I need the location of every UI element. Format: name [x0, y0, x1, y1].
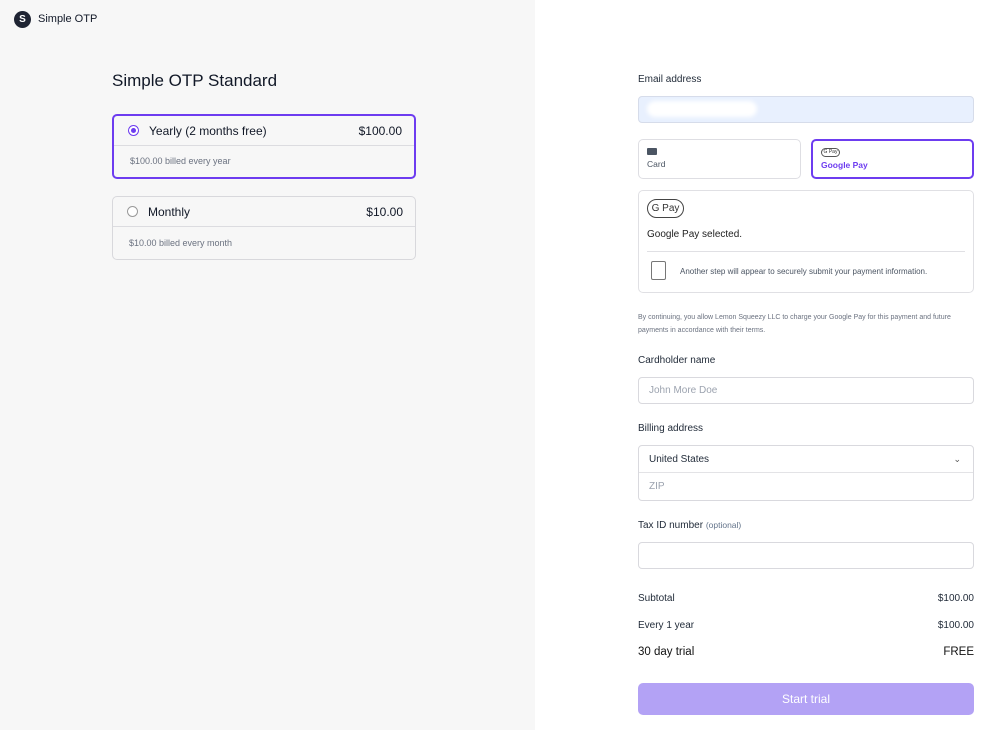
radio-selected[interactable] — [128, 125, 139, 136]
zip-input[interactable]: ZIP — [649, 481, 665, 492]
plan-name: Yearly (2 months free) — [149, 123, 267, 138]
order-summary-panel: S Simple OTP Simple OTP Standard Yearly … — [14, 11, 416, 260]
brand-name: Simple OTP — [38, 13, 98, 25]
plan-price: $100.00 — [358, 123, 402, 138]
google-pay-selected-text: Google Pay selected. — [647, 229, 743, 240]
plan-billing: $100.00 billed every year — [130, 156, 231, 166]
payment-method-google-pay[interactable]: G Pay Google Pay — [811, 139, 974, 179]
redacted-email — [647, 101, 757, 117]
payment-method-label: Google Pay — [821, 160, 868, 170]
plan-billing: $10.00 billed every month — [129, 238, 233, 248]
email-input[interactable] — [638, 96, 974, 123]
divider — [647, 251, 965, 252]
google-pay-badge: G Pay — [647, 199, 684, 218]
plan-name: Monthly — [148, 204, 191, 219]
cardholder-label: Cardholder name — [638, 355, 716, 366]
google-pay-info: Another step will appear to securely sub… — [680, 267, 928, 276]
chevron-down-icon: ⌄ — [953, 453, 961, 464]
recurring-value: $100.00 — [937, 620, 974, 631]
google-pay-panel: G Pay Google Pay selected. Another step … — [638, 190, 974, 293]
plan-option-yearly[interactable]: Yearly (2 months free) $100.00 $100.00 bi… — [112, 114, 416, 179]
country-select[interactable]: United States ⌄ — [639, 446, 973, 473]
start-trial-button[interactable]: Start trial — [638, 683, 974, 715]
trial-row: 30 day trial FREE — [638, 646, 974, 658]
email-label: Email address — [638, 74, 702, 85]
brand-logo: S — [14, 11, 31, 28]
google-pay-icon: G Pay — [821, 148, 840, 157]
credit-card-icon — [647, 148, 657, 155]
subtotal-row: Subtotal $100.00 — [638, 593, 974, 604]
payment-method-label: Card — [647, 159, 666, 169]
billing-address-group: United States ⌄ ZIP — [638, 445, 974, 501]
billing-address-label: Billing address — [638, 423, 704, 434]
subtotal-value: $100.00 — [937, 593, 974, 604]
tax-id-label: Tax ID number (optional) — [638, 520, 741, 531]
optional-hint: (optional) — [705, 520, 742, 530]
product-title: Simple OTP Standard — [112, 71, 278, 90]
cardholder-input[interactable]: John More Doe — [638, 377, 974, 404]
payment-method-card[interactable]: Card — [638, 139, 801, 179]
trial-label: 30 day trial — [638, 646, 695, 658]
tax-id-input[interactable] — [638, 542, 974, 569]
plan-price: $10.00 — [366, 204, 403, 219]
subtotal-label: Subtotal — [638, 593, 675, 604]
country-value: United States — [649, 453, 710, 465]
tax-id-label-text: Tax ID number — [638, 520, 704, 531]
redirect-icon — [651, 261, 666, 280]
recurring-row: Every 1 year $100.00 — [638, 620, 974, 631]
terms-text: By continuing, you allow Lemon Squeezy L… — [638, 314, 951, 334]
recurring-label: Every 1 year — [638, 620, 695, 631]
trial-value: FREE — [943, 646, 974, 658]
radio-unselected[interactable] — [127, 206, 138, 217]
plan-option-monthly[interactable]: Monthly $10.00 $10.00 billed every month — [112, 196, 416, 260]
